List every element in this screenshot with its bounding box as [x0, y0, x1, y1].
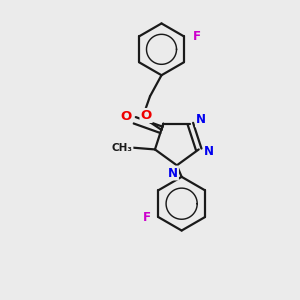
- Text: O: O: [140, 109, 152, 122]
- Text: N: N: [204, 145, 214, 158]
- Text: F: F: [192, 30, 200, 43]
- Text: F: F: [143, 211, 151, 224]
- Text: N: N: [196, 113, 206, 126]
- Text: O: O: [120, 110, 132, 123]
- Text: CH₃: CH₃: [112, 142, 133, 152]
- Text: N: N: [168, 167, 178, 179]
